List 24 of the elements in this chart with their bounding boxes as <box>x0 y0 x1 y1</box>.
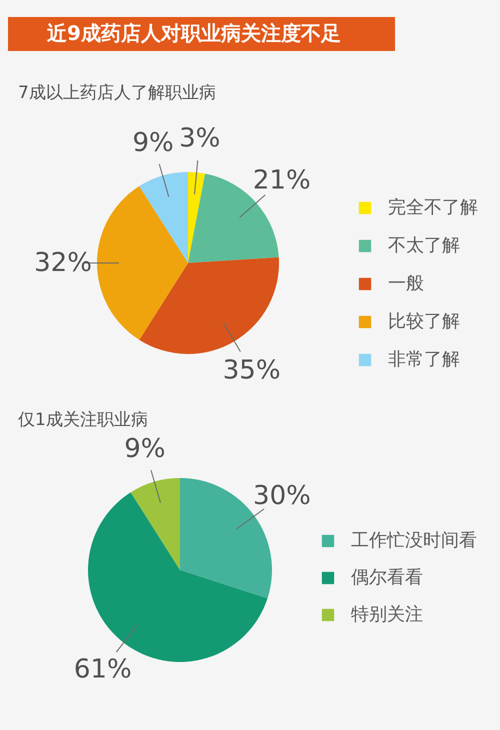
data-label: 30% <box>253 480 311 511</box>
chart-title: 近9成药店人对职业病关注度不足 <box>46 21 341 45</box>
pie-slice <box>139 172 188 263</box>
legend-label: 偶尔看看 <box>351 567 423 588</box>
data-label: 9% <box>132 128 174 158</box>
data-label: 21% <box>252 165 311 196</box>
data-label: 32% <box>34 248 92 278</box>
data-label: 35% <box>222 356 281 386</box>
data-label: 3% <box>179 124 220 154</box>
legend-label: 比较了解 <box>388 311 460 332</box>
chart-subtitle: 7成以上药店人了解职业病 <box>18 83 216 103</box>
pie-slice <box>139 257 279 354</box>
legend-label: 非常了解 <box>388 349 460 370</box>
legend-label: 工作忙没时间看 <box>351 530 477 551</box>
data-label: 9% <box>124 434 166 464</box>
legend-label: 完全不了解 <box>388 197 478 218</box>
pie-slice <box>130 478 180 570</box>
pie-slice <box>188 172 206 263</box>
legend-label: 不太了解 <box>388 235 460 256</box>
pie-slice <box>97 186 188 340</box>
data-label: 61% <box>74 654 132 685</box>
legend-label: 特别关注 <box>351 604 423 625</box>
legend-label: 一般 <box>388 273 424 294</box>
chart-title: 仅1成关注职业病 <box>18 410 148 430</box>
